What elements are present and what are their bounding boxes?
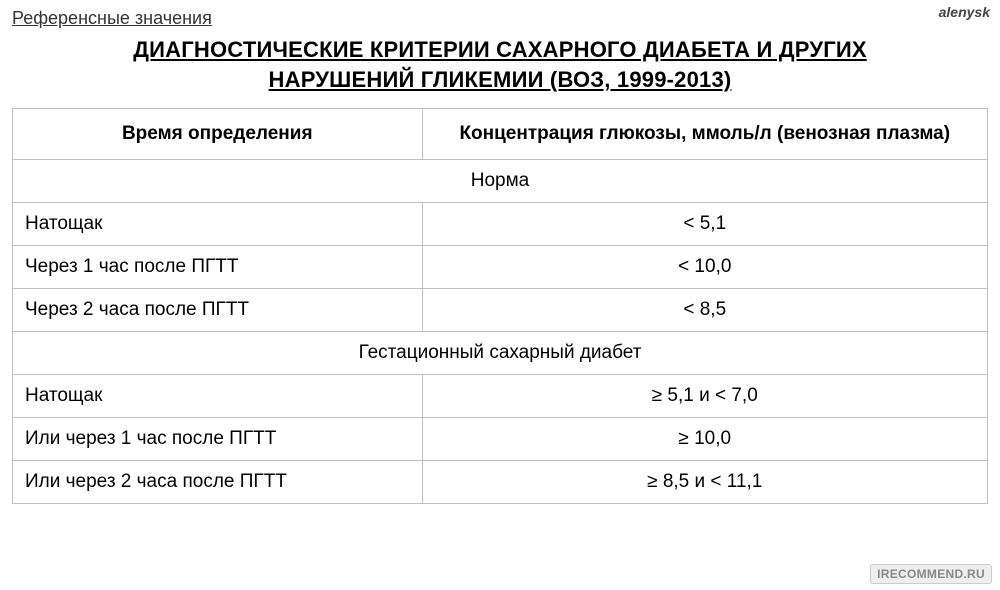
cell-value: < 10,0 bbox=[422, 246, 988, 289]
watermark-top: alenysk bbox=[939, 4, 990, 20]
cell-value: < 8,5 bbox=[422, 289, 988, 332]
table-row: Или через 2 часа после ПГТТ ≥ 8,5 и < 11… bbox=[13, 461, 988, 504]
section-row: Норма bbox=[13, 160, 988, 203]
subtitle: Референсные значения bbox=[12, 8, 988, 29]
cell-time: Натощак bbox=[13, 203, 423, 246]
criteria-table: Время определения Концентрация глюкозы, … bbox=[12, 108, 988, 504]
cell-time: Или через 1 час после ПГТТ bbox=[13, 418, 423, 461]
section-label: Норма bbox=[13, 160, 988, 203]
cell-time: Через 1 час после ПГТТ bbox=[13, 246, 423, 289]
table-row: Или через 1 час после ПГТТ ≥ 10,0 bbox=[13, 418, 988, 461]
cell-time: Натощак bbox=[13, 375, 423, 418]
document-container: Референсные значения ДИАГНОСТИЧЕСКИЕ КРИ… bbox=[0, 0, 1000, 504]
col-header-value: Концентрация глюкозы, ммоль/л (венозная … bbox=[422, 109, 988, 160]
title-line-1: ДИАГНОСТИЧЕСКИЕ КРИТЕРИИ САХАРНОГО ДИАБЕ… bbox=[133, 37, 867, 62]
cell-value: < 5,1 bbox=[422, 203, 988, 246]
cell-value: ≥ 8,5 и < 11,1 bbox=[422, 461, 988, 504]
main-title: ДИАГНОСТИЧЕСКИЕ КРИТЕРИИ САХАРНОГО ДИАБЕ… bbox=[12, 35, 988, 94]
cell-time: Или через 2 часа после ПГТТ bbox=[13, 461, 423, 504]
cell-time: Через 2 часа после ПГТТ bbox=[13, 289, 423, 332]
table-row: Натощак ≥ 5,1 и < 7,0 bbox=[13, 375, 988, 418]
table-row: Натощак < 5,1 bbox=[13, 203, 988, 246]
cell-value: ≥ 5,1 и < 7,0 bbox=[422, 375, 988, 418]
cell-value: ≥ 10,0 bbox=[422, 418, 988, 461]
section-row: Гестационный сахарный диабет bbox=[13, 332, 988, 375]
table-row: Через 2 часа после ПГТТ < 8,5 bbox=[13, 289, 988, 332]
watermark-bottom: IRECOMMEND.RU bbox=[870, 564, 992, 584]
table-row: Через 1 час после ПГТТ < 10,0 bbox=[13, 246, 988, 289]
table-header-row: Время определения Концентрация глюкозы, … bbox=[13, 109, 988, 160]
section-label: Гестационный сахарный диабет bbox=[13, 332, 988, 375]
col-header-time: Время определения bbox=[13, 109, 423, 160]
title-line-2: НАРУШЕНИЙ ГЛИКЕМИИ (ВОЗ, 1999-2013) bbox=[269, 67, 732, 92]
